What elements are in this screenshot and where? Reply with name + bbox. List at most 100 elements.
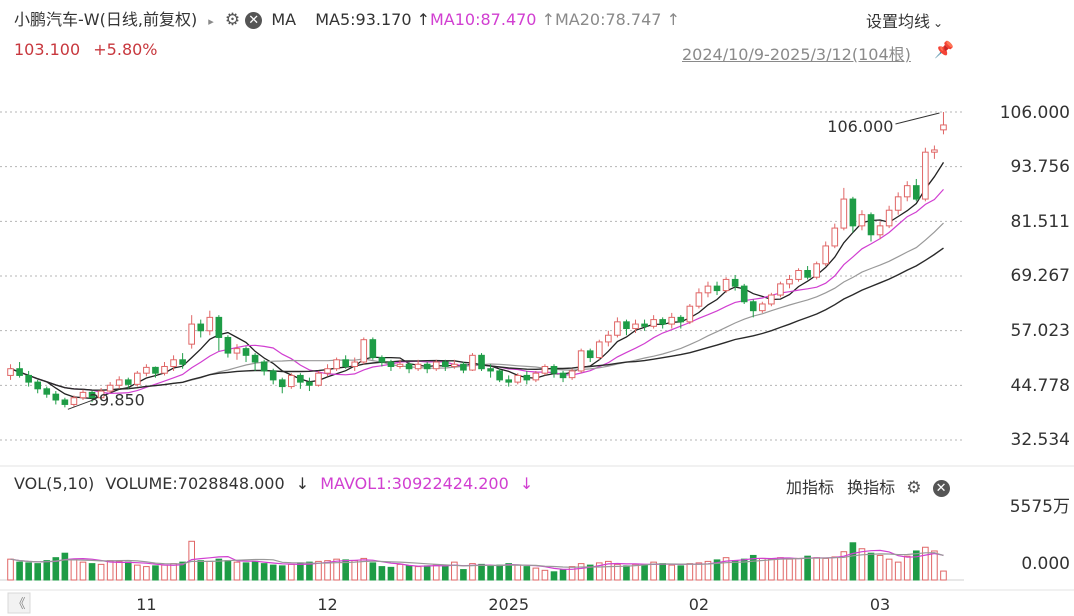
close-icon[interactable]: ✕ xyxy=(932,480,950,497)
chart-header: 小鹏汽车-W(日线,前复权) ▸ ⚙ ✕ MA MA5:93.170 ↑MA10… xyxy=(14,6,680,30)
candle-down xyxy=(441,361,449,367)
volume-bar xyxy=(677,565,685,581)
close-icon[interactable]: ✕ xyxy=(245,12,263,29)
volume-bar xyxy=(768,558,775,581)
stock-name[interactable]: 小鹏汽车-W xyxy=(14,10,100,29)
gear-icon[interactable]: ⚙ xyxy=(224,10,241,30)
add-indicator-button[interactable]: 加指标 xyxy=(786,478,835,497)
candle-down xyxy=(378,357,386,363)
volume-bar xyxy=(722,557,730,581)
x-tick-label: 02 xyxy=(689,595,709,614)
candle-down xyxy=(523,374,531,381)
candle-up xyxy=(786,278,793,285)
up-arrow-icon: ↑ xyxy=(541,10,555,29)
volume-bar xyxy=(34,563,42,581)
volume-bar xyxy=(831,556,839,581)
ma-settings-button[interactable]: 设置均线 ⌄ xyxy=(866,8,943,32)
candle-down xyxy=(224,336,232,354)
candle-down xyxy=(16,368,23,376)
mavol1-line xyxy=(10,549,944,570)
candle-down xyxy=(586,350,594,359)
volume-bar xyxy=(759,557,766,581)
volume-tick-label: 0.000 xyxy=(1021,554,1070,574)
ma30-line xyxy=(10,247,944,391)
candle-up xyxy=(831,227,839,247)
volume-bar xyxy=(242,562,250,581)
y-tick-label: 106.000 xyxy=(999,103,1070,123)
volume-bar xyxy=(79,561,87,581)
pin-icon[interactable]: 📌 xyxy=(934,40,954,59)
volume-bar xyxy=(278,565,286,581)
mavol1-value: MAVOL1:30922424.200 xyxy=(320,474,509,493)
candle-up xyxy=(577,350,585,372)
ma10-line xyxy=(10,188,944,395)
low-label: 39.850 xyxy=(89,390,145,409)
candle-up xyxy=(351,361,359,367)
volume-bar xyxy=(297,562,304,581)
y-tick-label: 57.023 xyxy=(1010,321,1070,341)
date-range[interactable]: 2024/10/9-2025/3/12(104根) xyxy=(682,41,911,65)
vol-label[interactable]: VOL(5,10) xyxy=(14,474,95,493)
candle-down xyxy=(487,368,494,372)
candle-up xyxy=(795,269,802,280)
candle-up xyxy=(722,278,730,292)
candle-up xyxy=(595,341,603,359)
volume-bar xyxy=(885,558,893,581)
expand-arrow-icon[interactable]: ▸ xyxy=(208,15,214,28)
candle-down xyxy=(505,379,513,383)
volume-bar xyxy=(713,559,721,581)
candle-up xyxy=(922,151,929,200)
candle-up xyxy=(7,368,14,376)
volume-bar xyxy=(777,557,784,581)
candle-down xyxy=(278,379,286,388)
candle-down xyxy=(405,363,413,370)
candle-up xyxy=(288,374,295,388)
volume-bar xyxy=(650,561,657,581)
candle-up xyxy=(315,372,322,386)
candle-up xyxy=(632,323,639,330)
candle-up xyxy=(233,348,241,354)
candle-down xyxy=(740,285,748,303)
volume-bar xyxy=(822,557,830,581)
candle-up xyxy=(777,283,784,296)
volume-bar xyxy=(315,560,322,581)
volume-bar xyxy=(378,566,386,581)
price-change: +5.80% xyxy=(93,40,158,59)
candle-up xyxy=(931,149,938,153)
candle-down xyxy=(369,339,377,359)
switch-indicator-button[interactable]: 换指标 xyxy=(847,478,896,497)
adjust-mode[interactable]: (日线,前复权) xyxy=(99,10,198,29)
candle-up xyxy=(106,384,114,392)
candle-down xyxy=(478,354,485,370)
y-tick-label: 69.267 xyxy=(1010,266,1070,286)
gear-icon[interactable]: ⚙ xyxy=(906,478,922,498)
volume-bar xyxy=(532,567,540,581)
candle-up xyxy=(360,339,368,363)
candle-up xyxy=(686,305,694,323)
volume-bar xyxy=(559,569,567,581)
candle-down xyxy=(387,361,395,367)
candle-down xyxy=(849,198,857,227)
candle-down xyxy=(306,381,313,386)
candle-up xyxy=(70,397,78,405)
mavol2-line xyxy=(10,552,944,568)
volume-bar xyxy=(541,569,549,581)
candle-up xyxy=(840,198,848,229)
scroll-left-button[interactable] xyxy=(7,592,31,614)
candle-down xyxy=(25,374,32,383)
candle-down xyxy=(496,370,503,381)
candle-down xyxy=(242,348,250,356)
candle-up xyxy=(206,316,214,332)
volume-bar xyxy=(858,548,866,581)
down-arrow-icon: ↓ xyxy=(295,474,310,493)
candle-up xyxy=(885,209,893,227)
candle-up xyxy=(143,366,150,374)
volume-bar xyxy=(595,562,603,581)
indicator-controls: 加指标 换指标 ⚙ ✕ xyxy=(786,474,950,498)
candle-up xyxy=(451,363,458,367)
volume-bar xyxy=(61,552,69,581)
candle-up xyxy=(333,359,340,370)
candle-down xyxy=(215,316,223,338)
price-row: 103.100 +5.80% xyxy=(14,40,158,59)
